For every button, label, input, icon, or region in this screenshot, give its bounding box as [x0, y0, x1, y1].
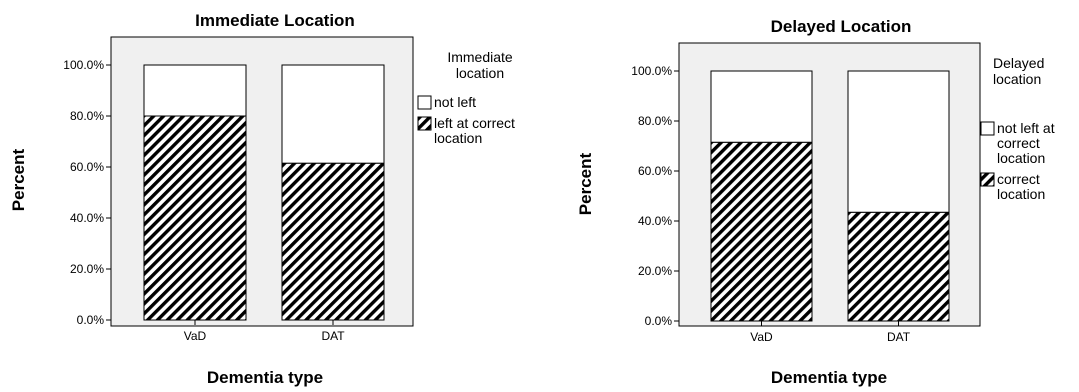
legend-label: location — [997, 150, 1045, 166]
legend-label: correct — [997, 135, 1040, 151]
y-tick-label: 0.0% — [645, 314, 673, 328]
legend-title: location — [456, 65, 504, 81]
x-tick-label: VaD — [184, 329, 207, 343]
bar-vad-hatched — [710, 141, 813, 322]
y-tick-label: 80.0% — [638, 114, 672, 128]
legend-label: not left at — [997, 120, 1055, 136]
bar-dat-white — [281, 64, 385, 164]
x-axis-title: Dementia type — [207, 368, 323, 387]
y-tick-label: 20.0% — [638, 264, 672, 278]
legend-label: location — [434, 130, 482, 146]
legend-label: not left — [434, 94, 476, 110]
x-axis-title: Dementia type — [771, 368, 887, 387]
x-tick-label: DAT — [321, 329, 345, 343]
y-axis-title: Percent — [9, 148, 28, 211]
y-tick-label: 60.0% — [638, 164, 672, 178]
bar-dat-hatched — [847, 211, 950, 322]
x-tick-label: DAT — [887, 330, 911, 344]
y-tick-label: 100.0% — [63, 58, 104, 72]
legend-label: correct — [997, 171, 1040, 187]
chart-0: Immediate Location 0.0% 20.0% 40.0% 60.0% 80.… — [9, 11, 515, 387]
bar-dat-white — [847, 70, 950, 213]
legend-swatch-hatched — [417, 116, 432, 131]
y-tick-label: 80.0% — [70, 109, 104, 123]
chart-title: Immediate Location — [195, 11, 355, 30]
y-tick-label: 40.0% — [638, 214, 672, 228]
legend-swatch-white — [980, 121, 995, 136]
chart-title: Delayed Location — [771, 17, 912, 36]
y-tick-label: 40.0% — [70, 211, 104, 225]
bar-vad-white — [710, 70, 813, 143]
y-tick-label: 60.0% — [70, 160, 104, 174]
y-tick-label: 20.0% — [70, 262, 104, 276]
legend-title: Delayed — [993, 55, 1044, 71]
bar-vad-hatched — [143, 115, 247, 321]
y-axis-title: Percent — [576, 152, 595, 215]
bar-vad-white — [143, 64, 247, 117]
bar-dat-hatched — [281, 162, 385, 321]
x-tick-label: VaD — [750, 330, 773, 344]
legend-label: left at correct — [434, 115, 515, 131]
legend-swatch-white — [417, 95, 432, 110]
legend-title: location — [993, 71, 1041, 87]
legend-title: Immediate — [447, 49, 513, 65]
legend-label: location — [997, 186, 1045, 202]
chart-1: Delayed Location 0.0% 20.0% 40.0% 60.0% 80.0%… — [576, 17, 1055, 387]
legend-swatch-hatched — [980, 172, 995, 187]
y-tick-label: 0.0% — [77, 313, 105, 327]
y-tick-label: 100.0% — [631, 64, 672, 78]
